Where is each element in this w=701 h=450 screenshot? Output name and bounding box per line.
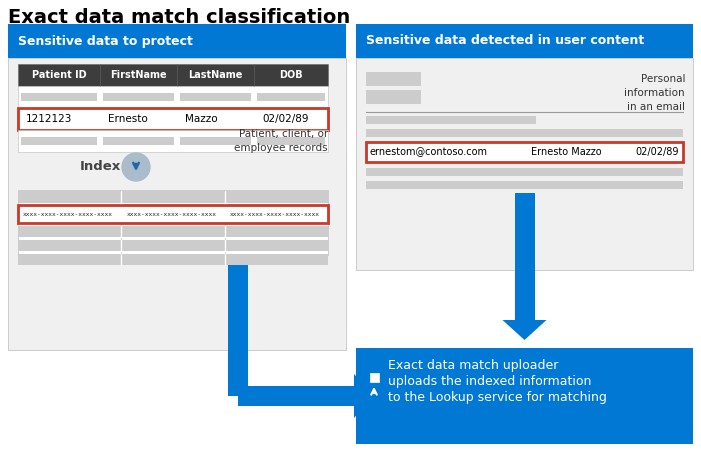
Text: Exact data match uploader: Exact data match uploader bbox=[388, 360, 559, 373]
Bar bbox=[8, 24, 346, 58]
Bar bbox=[18, 226, 328, 237]
Text: FirstName: FirstName bbox=[110, 70, 167, 80]
Bar bbox=[366, 168, 683, 176]
Bar bbox=[366, 72, 421, 86]
Text: Index: Index bbox=[80, 161, 121, 174]
Bar bbox=[21, 137, 97, 145]
Text: ernestom@contoso.com: ernestom@contoso.com bbox=[370, 147, 488, 157]
Bar bbox=[366, 116, 536, 124]
Bar bbox=[366, 129, 683, 137]
Bar bbox=[366, 90, 421, 104]
Text: xxxx-xxxx-xxxx-xxxx-xxxx: xxxx-xxxx-xxxx-xxxx-xxxx bbox=[126, 212, 217, 216]
Bar bbox=[18, 130, 328, 152]
Bar bbox=[257, 137, 325, 145]
Bar bbox=[515, 193, 534, 322]
Bar bbox=[18, 254, 328, 265]
Text: xxxx-xxxx-xxxx-xxxx-xxxx: xxxx-xxxx-xxxx-xxxx-xxxx bbox=[23, 212, 113, 216]
Text: to the Lookup service for matching: to the Lookup service for matching bbox=[388, 392, 607, 405]
Bar bbox=[18, 240, 328, 251]
Bar bbox=[21, 93, 97, 101]
Text: Ernesto: Ernesto bbox=[108, 114, 148, 124]
Text: Sensitive data to protect: Sensitive data to protect bbox=[18, 35, 193, 48]
Text: Ernesto Mazzo: Ernesto Mazzo bbox=[531, 147, 601, 157]
Bar bbox=[356, 24, 693, 58]
Bar bbox=[103, 93, 174, 101]
Text: Sensitive data detected in user content: Sensitive data detected in user content bbox=[366, 35, 644, 48]
Bar bbox=[18, 205, 328, 223]
Text: Mazzo: Mazzo bbox=[185, 114, 217, 124]
Bar bbox=[366, 181, 683, 189]
Text: uploads the indexed information: uploads the indexed information bbox=[388, 375, 592, 388]
Text: Personal
information
in an email: Personal information in an email bbox=[625, 74, 685, 112]
Text: Patient ID: Patient ID bbox=[32, 70, 86, 80]
Text: LastName: LastName bbox=[189, 70, 243, 80]
Text: Exact data match classification: Exact data match classification bbox=[8, 8, 350, 27]
Bar bbox=[238, 386, 354, 406]
Text: 1212123: 1212123 bbox=[26, 114, 72, 124]
Bar bbox=[103, 137, 174, 145]
Bar bbox=[18, 86, 328, 108]
Bar bbox=[18, 190, 328, 255]
Bar bbox=[356, 58, 693, 270]
Bar bbox=[366, 142, 683, 162]
Bar bbox=[8, 58, 346, 350]
Text: Patient, client, or
employee records: Patient, client, or employee records bbox=[234, 129, 328, 153]
Text: 02/02/89: 02/02/89 bbox=[636, 147, 679, 157]
Circle shape bbox=[122, 153, 150, 181]
Bar bbox=[180, 137, 251, 145]
Text: 02/02/89: 02/02/89 bbox=[262, 114, 308, 124]
Text: xxxx-xxxx-xxxx-xxxx-xxxx: xxxx-xxxx-xxxx-xxxx-xxxx bbox=[230, 212, 320, 216]
Bar bbox=[18, 64, 328, 86]
Bar bbox=[356, 348, 693, 444]
Text: DOB: DOB bbox=[279, 70, 303, 80]
Polygon shape bbox=[503, 320, 547, 340]
Bar bbox=[18, 191, 328, 203]
Polygon shape bbox=[354, 374, 374, 418]
Bar bbox=[228, 263, 248, 396]
Bar bbox=[370, 373, 379, 382]
Bar bbox=[18, 108, 328, 130]
Bar bbox=[257, 93, 325, 101]
Bar bbox=[180, 93, 251, 101]
